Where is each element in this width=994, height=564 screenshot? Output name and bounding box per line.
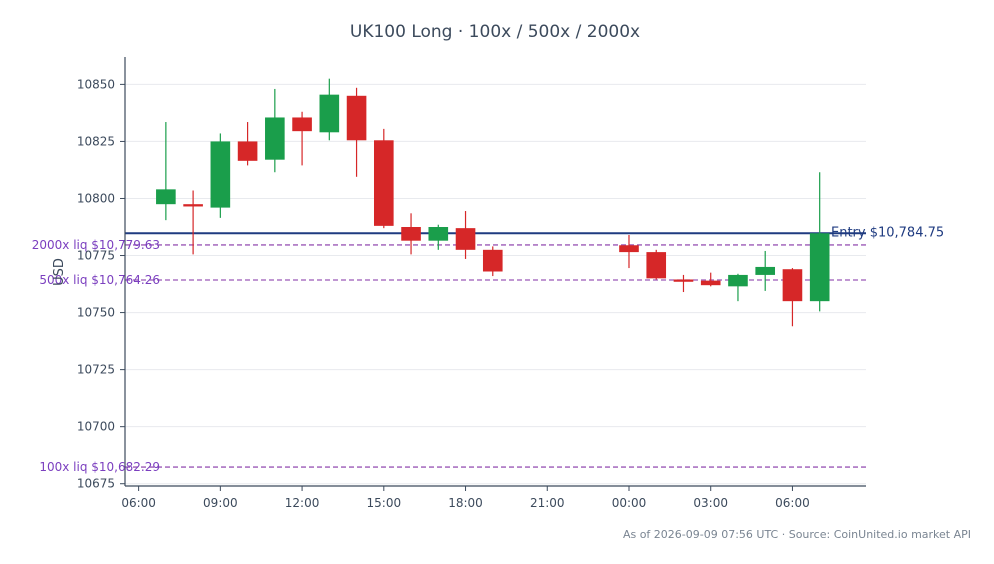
y-tick-label: 10725 bbox=[77, 363, 115, 377]
candle-body-down bbox=[646, 252, 667, 279]
gridlines bbox=[125, 83, 866, 485]
x-tick-label: 03:00 bbox=[693, 496, 728, 510]
x-tick-label: 06:00 bbox=[775, 496, 810, 510]
y-tick-label: 10800 bbox=[77, 191, 115, 205]
reference-labels: 2000x liq $10,779.63 500x liq $10,764.26 1… bbox=[32, 225, 944, 474]
candle-body-up bbox=[755, 266, 776, 275]
x-tick-label: 06:00 bbox=[121, 496, 156, 510]
y-tick-label: 10825 bbox=[77, 134, 115, 148]
y-tick-label: 10675 bbox=[77, 477, 115, 491]
liquidation-label: 100x liq $10,682.29 bbox=[39, 460, 160, 474]
axes: 10675 10700 10725 10750 10775 10800 10825 10850… bbox=[77, 57, 866, 510]
x-tick-label: 21:00 bbox=[530, 496, 565, 510]
candles bbox=[156, 78, 830, 327]
candle-body-up bbox=[319, 94, 340, 133]
x-tick-label: 15:00 bbox=[367, 496, 402, 510]
x-tick-label: 12:00 bbox=[285, 496, 320, 510]
chart-title: UK100 Long · 100x / 500x / 2000x bbox=[350, 22, 640, 42]
candle-body-down bbox=[237, 141, 258, 161]
candle-body-down bbox=[482, 249, 503, 272]
candle-body-down bbox=[673, 279, 694, 282]
candle-body-up bbox=[210, 141, 231, 208]
candle-body-up bbox=[809, 233, 830, 302]
x-tick-label: 18:00 bbox=[448, 496, 483, 510]
y-tick-label: 10850 bbox=[77, 77, 115, 91]
candle-body-up bbox=[428, 227, 449, 241]
footer-source: As of 2026-09-09 07:56 UTC · Source: Coi… bbox=[623, 528, 971, 541]
candle-body-down bbox=[455, 228, 476, 250]
y-tick-label: 10750 bbox=[77, 306, 115, 320]
y-axis-label: USD bbox=[52, 258, 67, 286]
candle-body-down bbox=[292, 117, 312, 132]
candle-body-down bbox=[373, 140, 394, 226]
entry-label: Entry $10,784.75 bbox=[831, 225, 944, 240]
candle-body-up bbox=[728, 274, 748, 287]
candle-body-up bbox=[156, 189, 176, 205]
candle-body-down bbox=[401, 227, 421, 241]
candle-body-down bbox=[782, 269, 803, 302]
candle-body-down bbox=[700, 280, 721, 286]
y-tick-label: 10700 bbox=[77, 420, 115, 434]
liquidation-label: 2000x liq $10,779.63 bbox=[32, 238, 160, 252]
candle-body-down bbox=[619, 245, 639, 253]
x-tick-label: 00:00 bbox=[612, 496, 647, 510]
candle-body-down bbox=[346, 95, 367, 141]
candle-body-up bbox=[265, 117, 285, 160]
candle-body-down bbox=[183, 204, 203, 207]
x-tick-label: 09:00 bbox=[203, 496, 238, 510]
y-tick-label: 10775 bbox=[77, 249, 115, 263]
liquidation-label: 500x liq $10,764.26 bbox=[39, 273, 160, 287]
